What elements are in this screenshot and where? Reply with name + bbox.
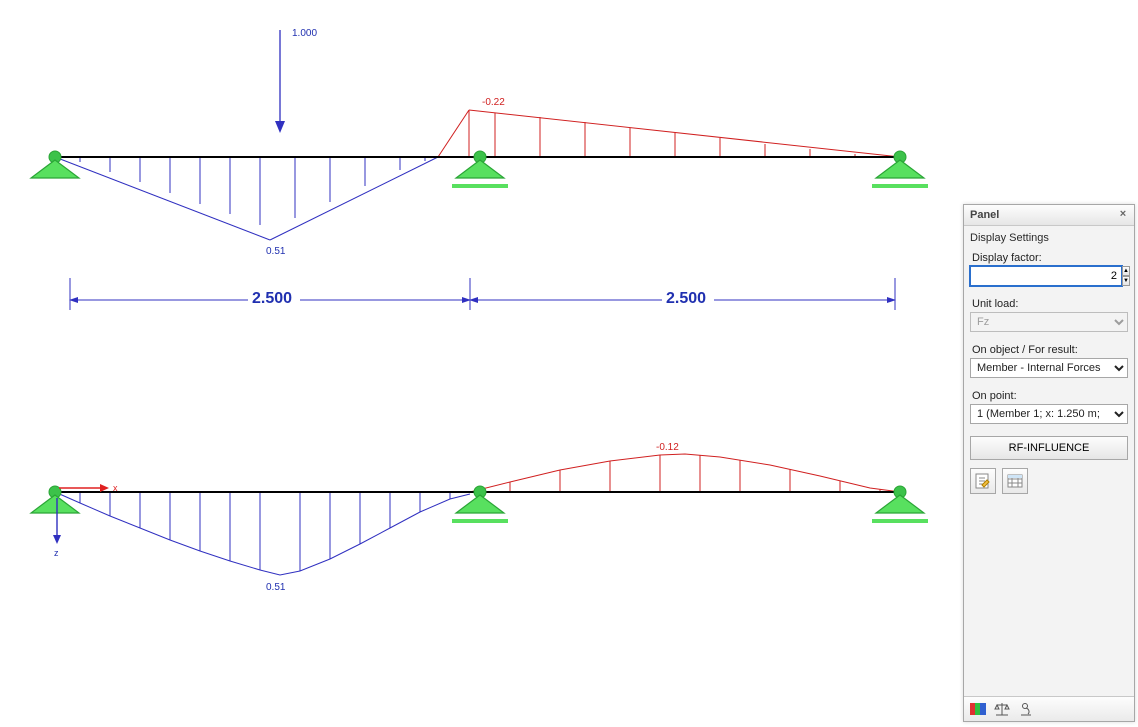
svg-text:2.500: 2.500 (666, 290, 706, 307)
panel-title: Panel (970, 209, 999, 221)
unit-load-select: Fz (970, 312, 1128, 332)
panel-footer (964, 696, 1134, 721)
table-icon (1007, 473, 1023, 489)
svg-text:x: x (113, 483, 118, 493)
footer-balance-icon[interactable] (994, 701, 1010, 717)
svg-text:z: z (54, 548, 59, 558)
display-factor-spinner: ▲ ▼ (1122, 266, 1130, 286)
svg-text:-0.22: -0.22 (482, 97, 505, 108)
spinner-down-button[interactable]: ▼ (1122, 276, 1130, 286)
svg-text:1.000: 1.000 (292, 28, 317, 39)
spinner-up-button[interactable]: ▲ (1122, 266, 1130, 276)
footer-colors-icon[interactable] (970, 701, 986, 717)
on-object-select[interactable]: Member - Internal Forces (970, 358, 1128, 378)
unit-load-label: Unit load: (970, 294, 1128, 312)
svg-text:0.51: 0.51 (266, 582, 286, 593)
on-point-label: On point: (970, 386, 1128, 404)
settings-panel: Panel × Display Settings Display factor:… (963, 204, 1135, 722)
display-factor-label: Display factor: (970, 248, 1128, 266)
svg-text:2.500: 2.500 (252, 290, 292, 307)
footer-microscope-icon[interactable] (1018, 701, 1034, 717)
pencil-icon (975, 473, 991, 489)
diagram-canvas: 0.51 -0.22 1.000 2.500 2.500 0.51 -0.12 x z (0, 0, 960, 727)
section-title: Display Settings (970, 230, 1128, 248)
on-object-label: On object / For result: (970, 340, 1128, 358)
edit-icon-button[interactable] (970, 468, 996, 494)
display-factor-input[interactable] (970, 266, 1122, 286)
table-icon-button[interactable] (1002, 468, 1028, 494)
panel-body: Display Settings Display factor: ▲ ▼ Uni… (964, 226, 1134, 696)
close-icon[interactable]: × (1116, 208, 1130, 222)
panel-titlebar[interactable]: Panel × (964, 205, 1134, 226)
diagram-svg: 0.51 -0.22 1.000 2.500 2.500 0.51 -0.12 x z (0, 0, 960, 727)
rf-influence-button[interactable]: RF-INFLUENCE (970, 436, 1128, 460)
svg-text:-0.12: -0.12 (656, 442, 679, 453)
on-point-select[interactable]: 1 (Member 1; x: 1.250 m; (970, 404, 1128, 424)
svg-text:0.51: 0.51 (266, 246, 286, 257)
